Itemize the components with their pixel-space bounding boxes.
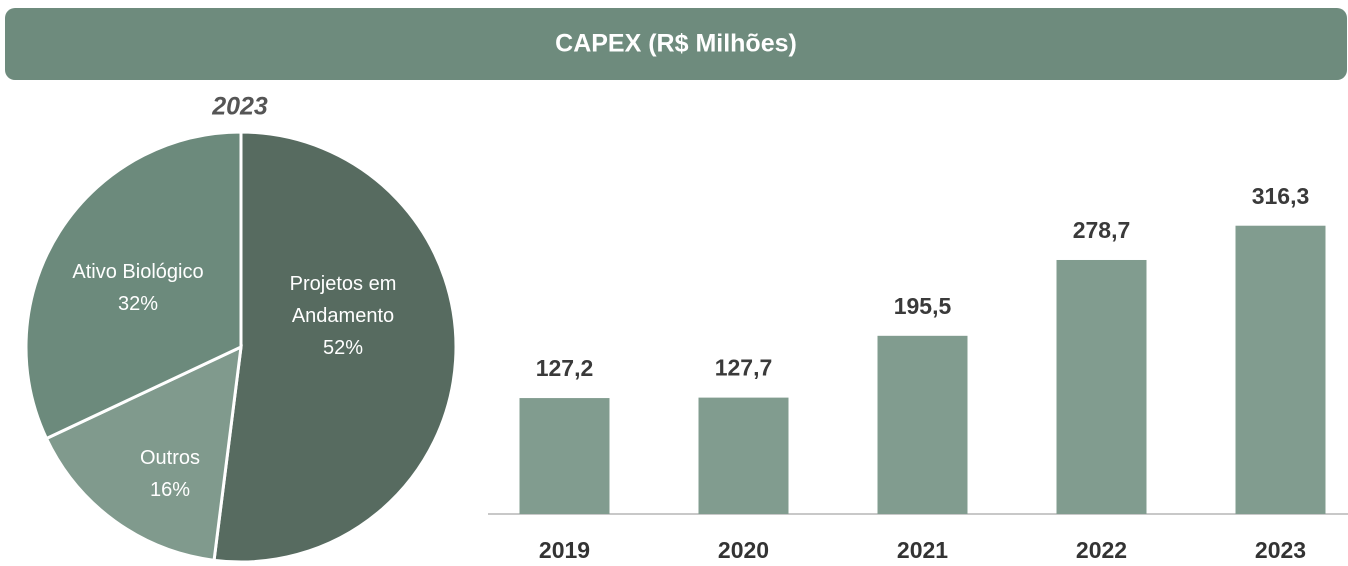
slice-label-box: Ativo Biológico 32%: [28, 224, 248, 352]
slice-value-label: 52%: [322, 337, 364, 359]
x-tick-label: 2019: [539, 537, 590, 563]
pie-slice: [24, 130, 243, 441]
slice-category: Projetos em Andamento: [289, 273, 397, 327]
bar: [698, 397, 789, 514]
x-tick-label: 2021: [897, 537, 948, 563]
header-title: CAPEX (R$ Milhões): [555, 30, 797, 58]
x-tick-label: 2023: [1255, 537, 1306, 563]
slice-category: Outros: [139, 447, 201, 469]
bar-value-label: 316,3: [1252, 183, 1310, 209]
bar-value-label: 127,7: [715, 355, 773, 381]
bar: [877, 335, 968, 514]
bar: [519, 398, 610, 514]
bar-value-label: 127,2: [536, 355, 594, 381]
slice-label: Ativo Biológico 32%: [28, 224, 248, 352]
bar-value-label: 195,5: [894, 293, 952, 319]
slice-label: Outros 16%: [105, 410, 235, 538]
pie-slice: [212, 130, 458, 564]
slice-value-label: 32%: [117, 293, 159, 315]
header-bar: [5, 8, 1347, 80]
slice-category: Ativo Biológico: [72, 261, 204, 283]
x-tick-label: 2020: [718, 537, 769, 563]
slice-label-box: Outros 16%: [105, 410, 235, 538]
bar: [1056, 259, 1147, 514]
pie-title: 2023: [211, 93, 268, 121]
pie-slice: [44, 344, 243, 562]
bar-value-label: 278,7: [1073, 217, 1131, 243]
bar: [1235, 225, 1326, 514]
slice-value-label: 16%: [149, 479, 191, 501]
x-tick-label: 2022: [1076, 537, 1127, 563]
slice-label-box: Projetos em Andamento 52%: [258, 252, 428, 380]
slice-label: Projetos em Andamento 52%: [258, 252, 428, 380]
